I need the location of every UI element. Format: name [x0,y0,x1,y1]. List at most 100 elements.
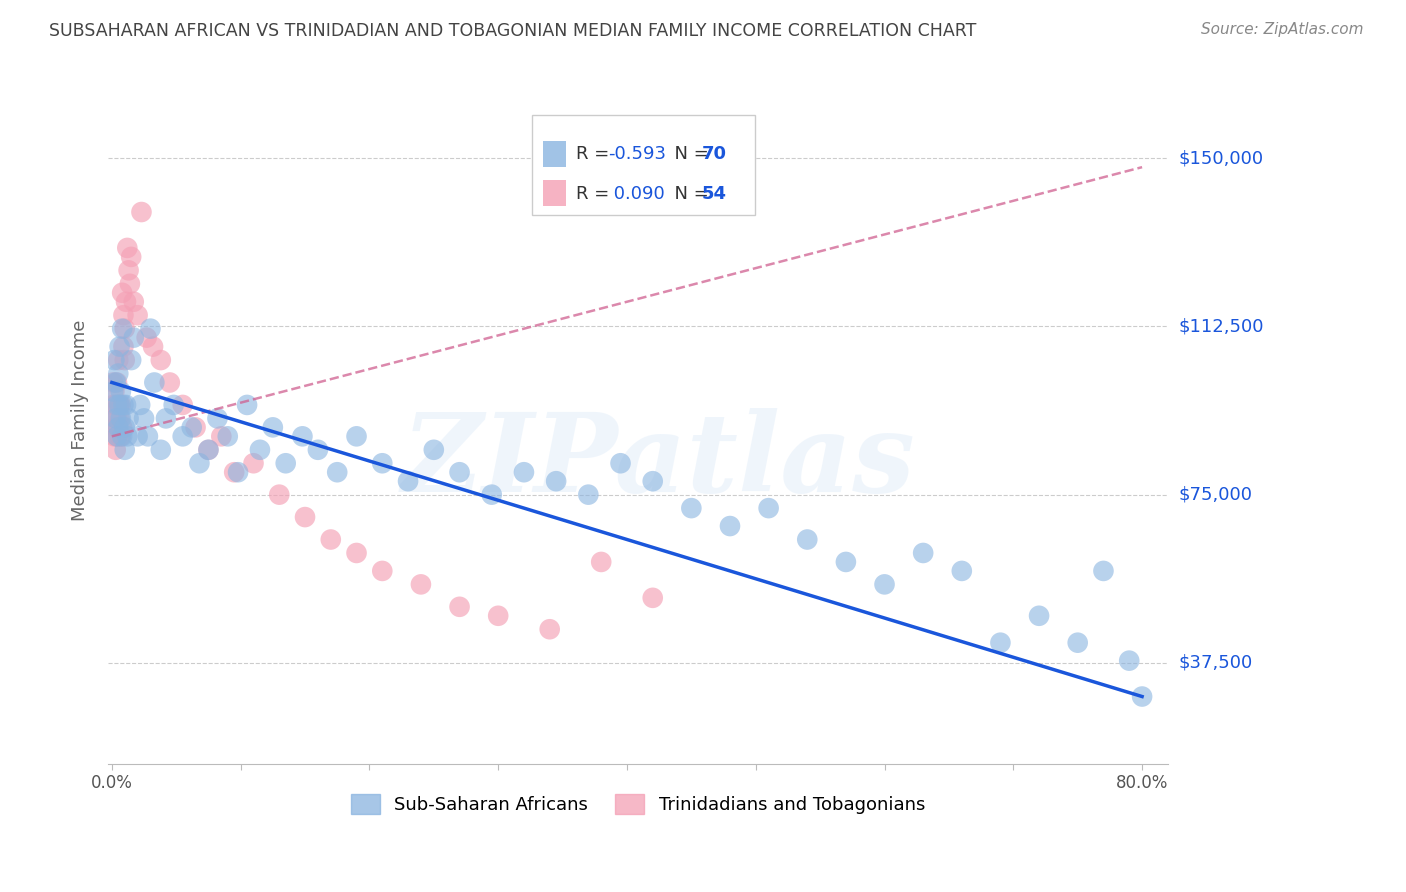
Point [758,501,780,516]
Text: ZIPatlas: ZIPatlas [402,408,917,516]
Point [112,340,135,354]
Point [449,599,471,614]
Point [142,340,165,354]
Point [226,465,249,479]
Point [117,411,139,425]
Point [149,442,172,457]
Point [409,577,432,591]
Point [591,555,613,569]
Point [538,622,561,636]
Point [103,429,125,443]
Text: -0.593: -0.593 [609,145,666,163]
FancyBboxPatch shape [543,180,565,206]
Point [307,442,329,457]
Point [209,429,232,443]
Point [481,488,503,502]
Point [120,353,142,368]
Y-axis label: Median Family Income: Median Family Income [72,320,89,521]
Point [111,321,134,335]
Point [197,442,219,457]
Point [112,398,135,412]
Point [111,285,134,300]
Text: $112,500: $112,500 [1180,318,1264,335]
Point [117,241,139,255]
Point [207,411,229,425]
Point [108,340,131,354]
Point [641,591,664,605]
Point [513,465,536,479]
Point [132,411,155,425]
Point [396,474,419,488]
Point [111,420,134,434]
Point [107,367,129,381]
Point [269,488,291,502]
Point [163,398,186,412]
FancyBboxPatch shape [543,141,565,167]
Point [143,376,166,390]
Point [103,411,125,425]
Text: 70: 70 [702,145,727,163]
Point [114,420,136,434]
Text: N =: N = [664,186,714,203]
Point [101,376,124,390]
Point [108,411,131,425]
Point [371,564,394,578]
Point [104,442,127,457]
Point [117,429,139,443]
Point [609,456,631,470]
FancyBboxPatch shape [531,115,755,215]
Point [1028,608,1050,623]
Point [110,384,132,399]
Point [172,429,194,443]
Point [136,429,159,443]
Text: SUBSAHARAN AFRICAN VS TRINIDADIAN AND TOBAGONIAN MEDIAN FAMILY INCOME CORRELATIO: SUBSAHARAN AFRICAN VS TRINIDADIAN AND TO… [49,22,977,40]
Text: R =: R = [576,145,616,163]
Point [104,398,127,412]
Point [101,398,124,412]
Point [835,555,858,569]
Point [184,420,207,434]
Point [188,456,211,470]
Point [149,353,172,368]
Point [346,429,368,443]
Point [990,636,1012,650]
Point [108,429,131,443]
Text: Source: ZipAtlas.com: Source: ZipAtlas.com [1201,22,1364,37]
Point [159,376,181,390]
Text: $150,000: $150,000 [1180,149,1264,167]
Point [105,398,128,412]
Point [105,429,128,443]
Text: N =: N = [664,145,714,163]
Point [294,510,316,524]
Point [114,353,136,368]
Point [346,546,368,560]
Point [104,376,127,390]
Point [115,294,138,309]
Point [1130,690,1153,704]
Text: $37,500: $37,500 [1180,654,1253,672]
Point [197,442,219,457]
Point [1092,564,1115,578]
Point [326,465,349,479]
Point [114,442,136,457]
Point [127,308,149,322]
Point [127,429,149,443]
Point [131,205,153,219]
Point [641,474,664,488]
Point [105,411,128,425]
Point [249,442,271,457]
Point [104,420,127,434]
Point [873,577,896,591]
Point [319,533,342,547]
Point [546,474,568,488]
Point [107,420,129,434]
Point [122,294,145,309]
Point [135,331,157,345]
Point [449,465,471,479]
Point [107,353,129,368]
Point [108,398,131,412]
Point [576,488,599,502]
Point [103,384,125,399]
Point [224,465,246,479]
Point [796,533,818,547]
